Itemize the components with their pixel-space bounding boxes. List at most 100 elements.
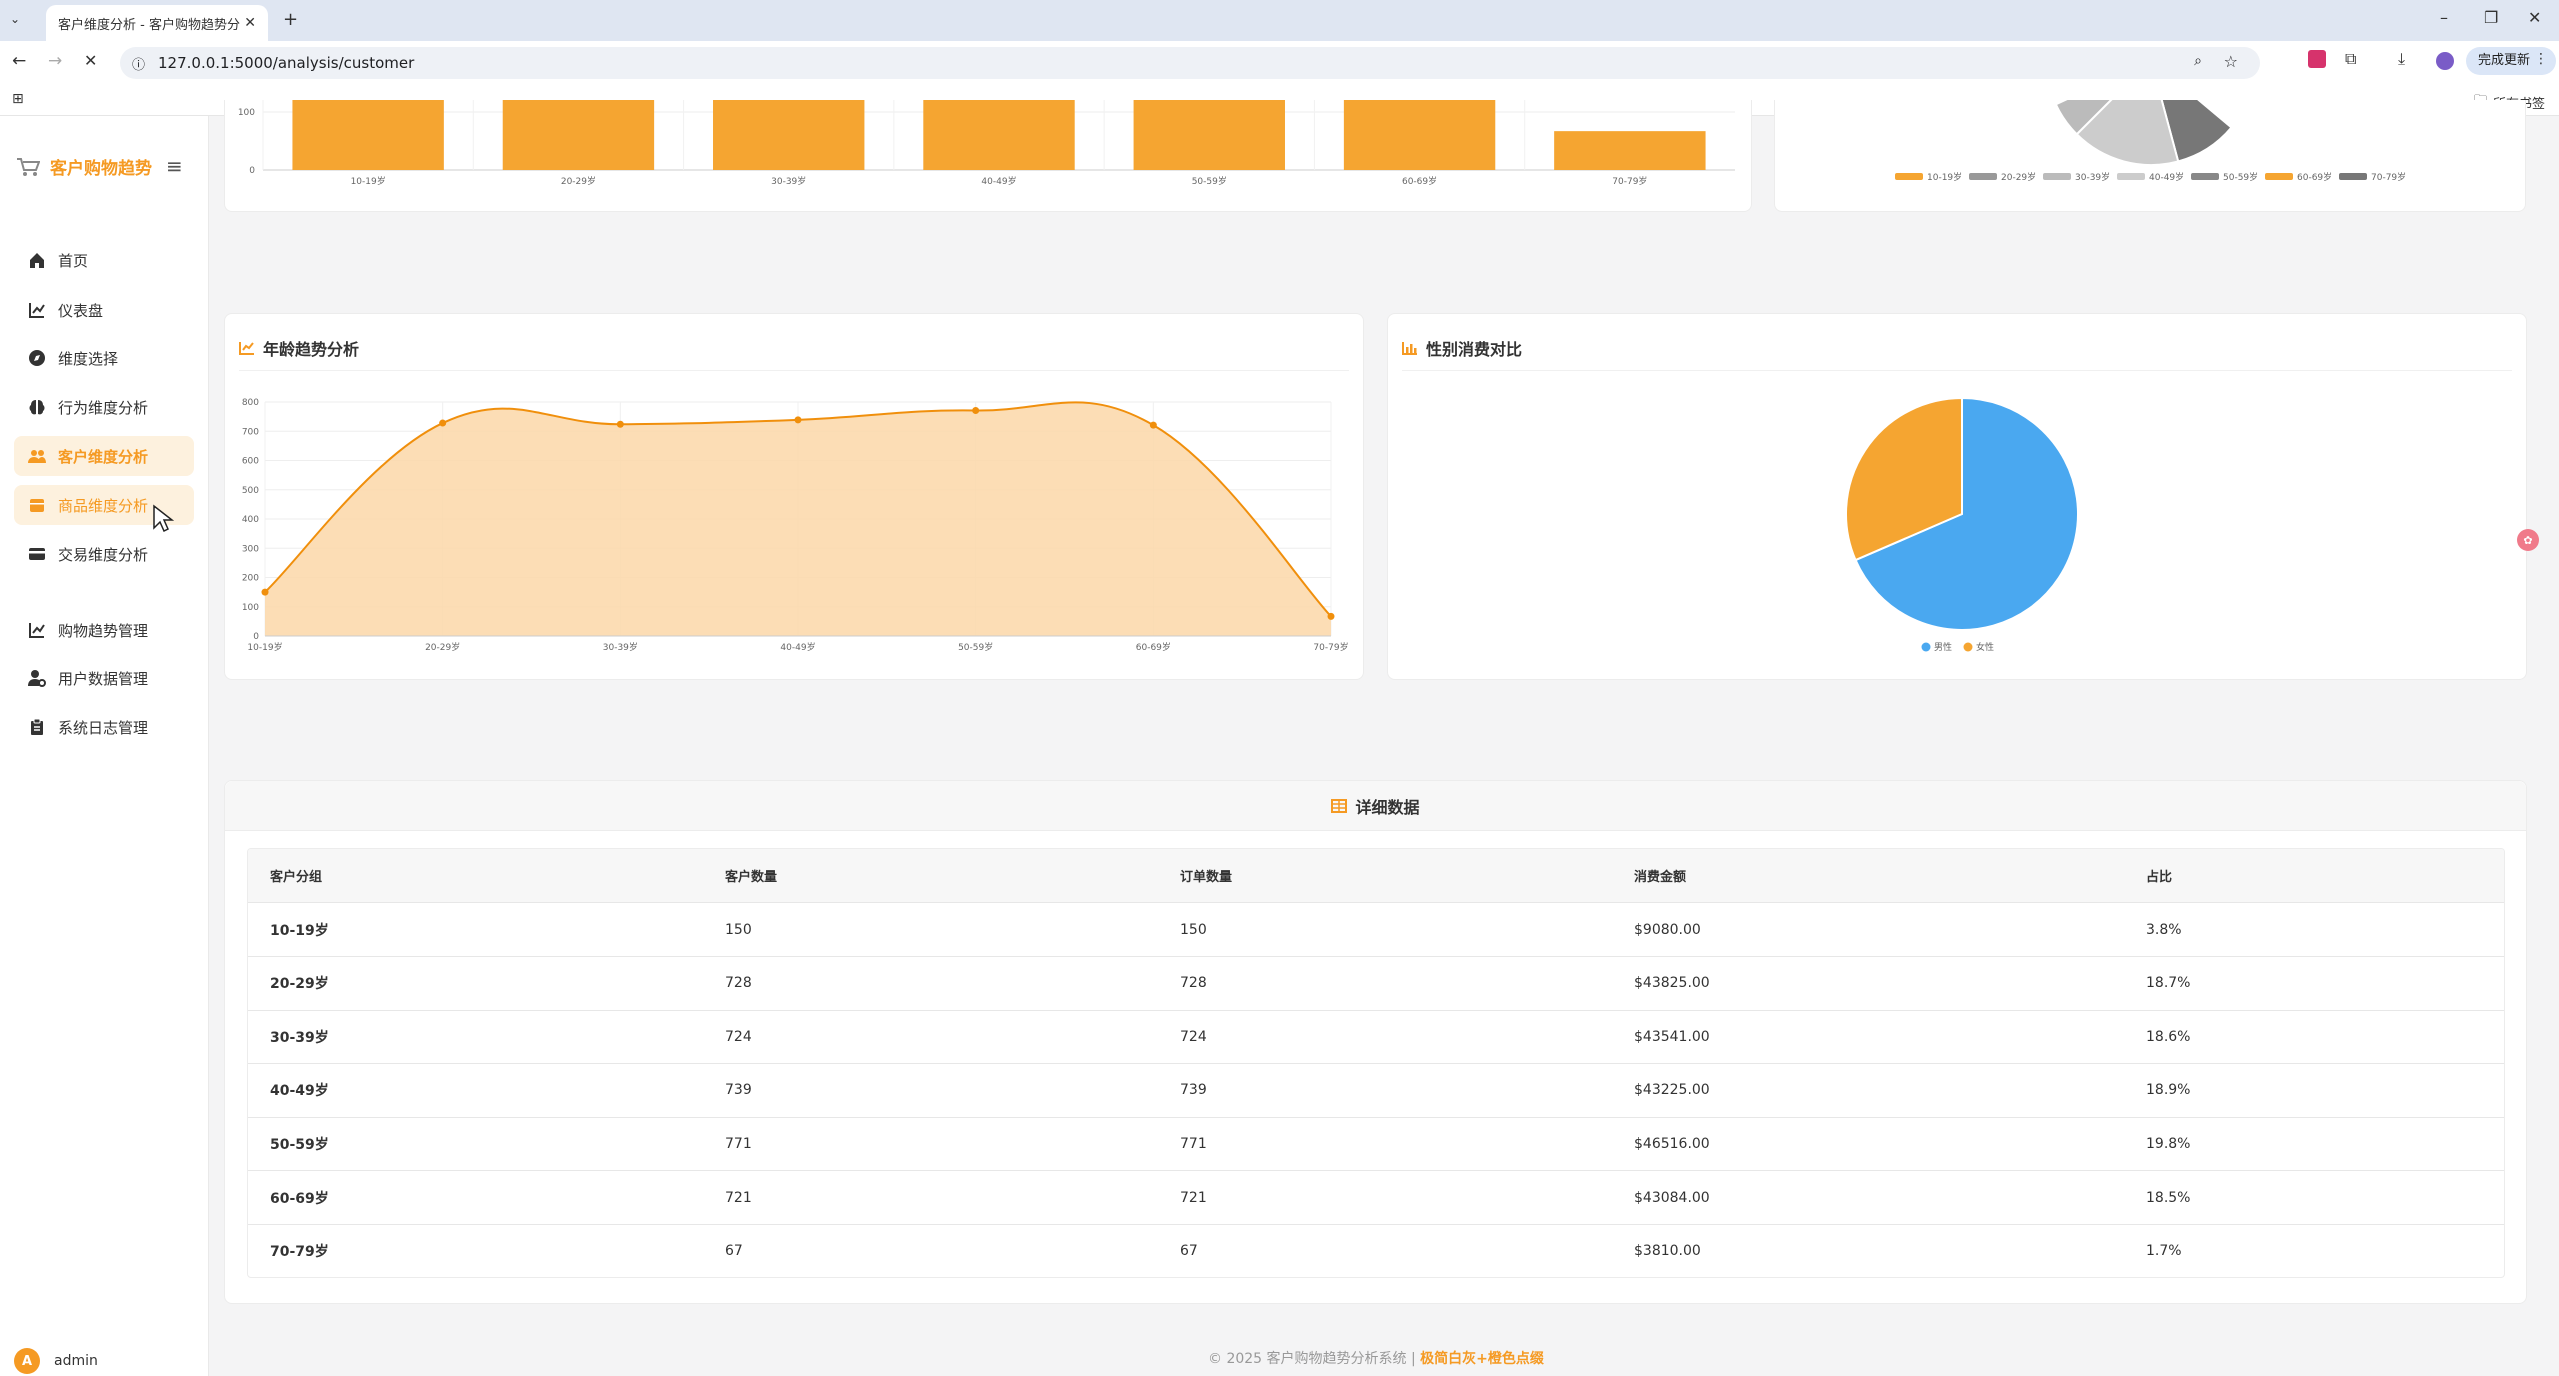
x-tick-label: 20-29岁 [561,175,596,187]
sidebar-item-9[interactable]: 用户数据管理 [14,658,194,698]
floating-assistant-icon[interactable]: ✿ [2517,529,2539,551]
data-point[interactable] [616,420,624,428]
browser-toolbar: ← → ✕ ⓘ 127.0.0.1:5000/analysis/customer… [0,41,2559,85]
gender-title: 性别消费对比 [1402,336,1522,360]
footer: © 2025 客户购物趋势分析系统 | 极简白灰+橙色点缀 [1208,1348,1544,1368]
home-icon [30,253,44,268]
y-tick-label: 400 [242,515,259,525]
extension-icon[interactable] [2308,50,2326,68]
site-info-icon[interactable]: ⓘ [132,58,146,73]
table-row: 30-39岁 724 724 $43541.00 18.6% [248,1010,2504,1065]
pie-slice[interactable] [1845,396,1963,562]
table-row: 60-69岁 721 721 $43084.00 18.5% [248,1171,2504,1225]
card-icon [29,548,45,560]
pie-slice[interactable] [2054,100,2151,136]
x-tick-label: 70-79岁 [1612,175,1647,187]
bar[interactable] [923,100,1075,170]
data-point[interactable] [1327,612,1335,620]
sidebar-item-label: 维度选择 [58,349,119,368]
table-cell: $43084.00 [1634,1189,1710,1206]
apps-grid-icon[interactable]: ⊞ [12,91,24,107]
age-distribution-pie-card: 10-19岁 20-29岁 30-39岁 40-49岁 50-59岁 60-69岁 70-7… [1774,100,2526,212]
mouse-cursor-icon [153,504,174,533]
table-cell: 721 [1180,1189,1207,1206]
sidebar-item-label: 购物趋势管理 [58,621,149,640]
user-gear-icon [28,670,46,687]
stop-loading-icon[interactable]: ✕ [84,51,98,70]
x-tick-label: 10-19岁 [351,175,386,187]
update-button[interactable]: 完成更新 [2466,47,2557,75]
y-tick-label: 300 [242,544,259,554]
pie-slice[interactable] [2075,100,2180,166]
age-distribution-bar-chart: 100 0 10-19岁 20-29岁 30-39岁 40-49岁 50-59岁 60-69岁… [238,100,1735,187]
bar[interactable] [713,100,865,170]
zoom-icon[interactable]: ⌕ [2194,53,2202,69]
user-info[interactable]: A admin [14,1348,98,1374]
sidebar-item-label: 交易维度分析 [58,545,149,564]
table-cell: 18.5% [2146,1189,2191,1206]
data-point[interactable] [972,406,980,414]
data-point[interactable] [1149,421,1157,429]
y-tick-label: 800 [242,398,259,408]
bookmark-star-icon[interactable]: ☆ [2223,52,2238,71]
sidebar-item-5[interactable]: 客户维度分析 [14,436,194,476]
data-point[interactable] [261,588,269,596]
data-point[interactable] [794,416,802,424]
pie-slice[interactable] [1854,396,2079,631]
chart-line-icon [29,623,45,638]
sidebar-item-7[interactable]: 交易维度分析 [14,534,194,574]
address-bar[interactable]: ⓘ 127.0.0.1:5000/analysis/customer ⌕ ☆ [120,47,2260,79]
table-cell: $3810.00 [1634,1243,1701,1260]
bar[interactable] [1133,100,1285,170]
sidebar-item-label: 商品维度分析 [58,496,149,515]
legend-swatch [1963,642,1973,652]
browser-tabstrip: ⌄ 客户维度分析 - 客户购物趋势分 ✕ + – ❐ ✕ [0,0,2559,41]
download-icon[interactable]: ⤓ [2398,49,2406,68]
tab-list-chevron-icon[interactable]: ⌄ [10,12,21,26]
browser-tab[interactable]: 客户维度分析 - 客户购物趋势分 ✕ [46,5,268,41]
column-header: 客户分组 [270,870,323,885]
cart-icon [17,157,40,176]
close-window-icon[interactable]: ✕ [2528,8,2542,27]
legend-label: 20-29岁 [2001,171,2036,183]
bar[interactable] [502,100,655,170]
legend-label: 40-49岁 [2149,171,2184,183]
table-cell: 739 [1180,1082,1207,1099]
sidebar-item-label: 用户数据管理 [58,669,149,688]
sidebar-item-10[interactable]: 系统日志管理 [14,707,194,747]
legend-swatch [2339,173,2367,180]
minimize-icon[interactable]: – [2440,8,2448,27]
sidebar-item-8[interactable]: 购物趋势管理 [14,610,194,650]
sidebar-item-4[interactable]: 行为维度分析 [14,387,194,427]
menu-toggle-icon[interactable]: ≡ [166,154,183,178]
restore-icon[interactable]: ❐ [2484,8,2499,27]
table-cell: 739 [725,1082,752,1099]
sidebar-item-2[interactable]: 仪表盘 [14,290,194,330]
bar[interactable] [1343,100,1496,170]
bar[interactable] [1554,131,1706,170]
sidebar-item-1[interactable]: 首页 [14,240,194,280]
table-cell: 771 [1180,1135,1207,1152]
profile-icon[interactable] [2436,52,2454,70]
data-point[interactable] [439,419,447,427]
table-cell: $43541.00 [1634,1028,1710,1045]
x-tick-label: 60-69岁 [1136,641,1171,653]
url-text: 127.0.0.1:5000/analysis/customer [158,54,415,72]
table-cell: 721 [725,1189,752,1206]
menu-dots-icon[interactable]: ⋮ [2534,51,2548,67]
tab-close-icon[interactable]: ✕ [244,15,256,31]
footer-theme: 极简白灰+橙色点缀 [1420,1351,1544,1367]
puzzle-icon[interactable]: ⧉ [2345,49,2357,68]
avatar: A [14,1348,40,1374]
brand[interactable]: 客户购物趋势 [16,154,152,179]
table-cell: 18.7% [2146,975,2191,992]
detail-table: 客户分组 客户数量 订单数量 消费金额 占比 10-19岁 150 150 $9080.00 3.… [247,848,2505,1278]
forward-icon[interactable]: → [48,51,63,71]
table-cell: 728 [725,975,752,992]
column-header: 占比 [2146,870,2173,885]
legend-swatch [2043,173,2071,180]
new-tab-icon[interactable]: + [283,9,299,30]
back-icon[interactable]: ← [12,51,27,71]
sidebar-item-3[interactable]: 维度选择 [14,338,194,378]
bar[interactable] [292,100,444,170]
